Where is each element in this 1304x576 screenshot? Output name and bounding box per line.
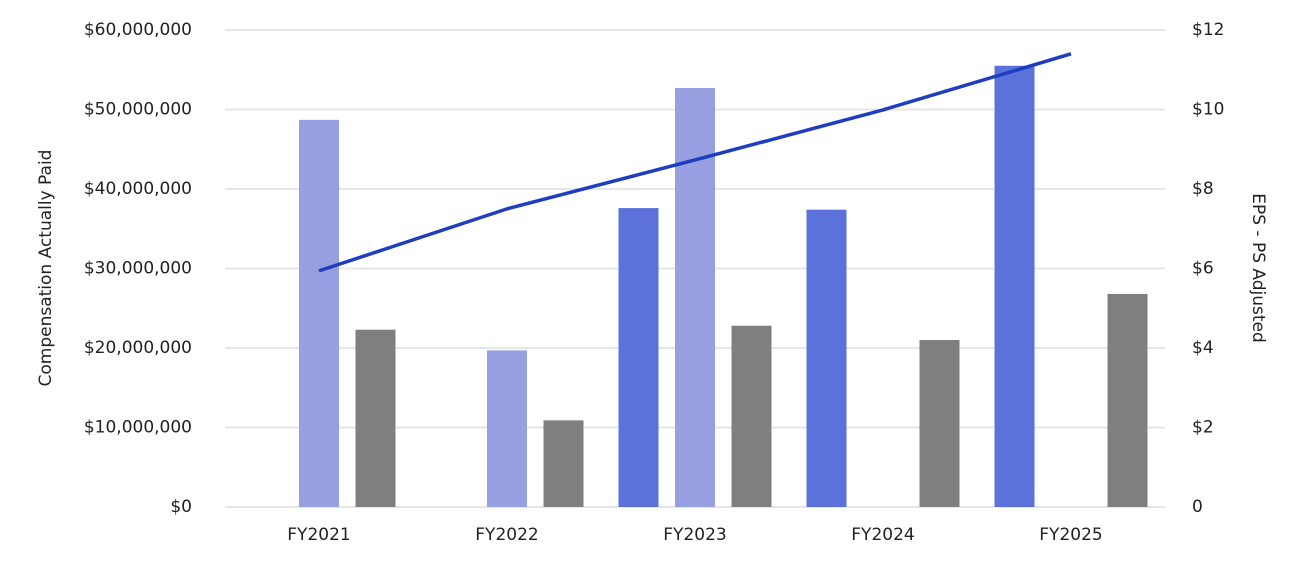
line (318, 52, 1072, 273)
bar (487, 350, 527, 507)
y-tick-label: $20,000,000 (84, 338, 192, 358)
y-tick-label: $0 (170, 497, 192, 517)
bar (675, 88, 715, 507)
y2-tick-label: $2 (1192, 418, 1214, 438)
x-tick-label: FY2022 (475, 525, 538, 545)
y2-axis-title: EPS - PS Adjusted (1248, 193, 1268, 343)
y2-tick-label: $6 (1192, 259, 1214, 279)
x-tick-label: FY2023 (663, 525, 726, 545)
y-tick-label: $30,000,000 (84, 259, 192, 279)
y2-tick-label: $4 (1192, 338, 1214, 358)
bar (299, 119, 339, 508)
bar (618, 208, 659, 507)
bar (355, 329, 396, 507)
y-tick-label: $60,000,000 (84, 20, 192, 40)
x-tick-label: FY2021 (287, 525, 350, 545)
bar (806, 209, 847, 508)
y-tick-label: $40,000,000 (84, 179, 192, 199)
bar (994, 65, 1035, 508)
y-axis-title: Compensation Actually Paid (36, 150, 56, 387)
y2-tick-label: $8 (1192, 179, 1214, 199)
y-tick-label: $10,000,000 (84, 418, 192, 438)
bar (1107, 293, 1148, 507)
bar (919, 340, 960, 507)
y2-tick-label: $12 (1192, 20, 1224, 40)
bar (731, 325, 772, 507)
y2-tick-label: $10 (1192, 100, 1224, 120)
x-tick-label: FY2024 (851, 525, 914, 545)
bar (543, 420, 584, 507)
y-tick-label: $50,000,000 (84, 100, 192, 120)
y2-tick-label: 0 (1192, 497, 1203, 517)
x-tick-label: FY2025 (1039, 525, 1102, 545)
